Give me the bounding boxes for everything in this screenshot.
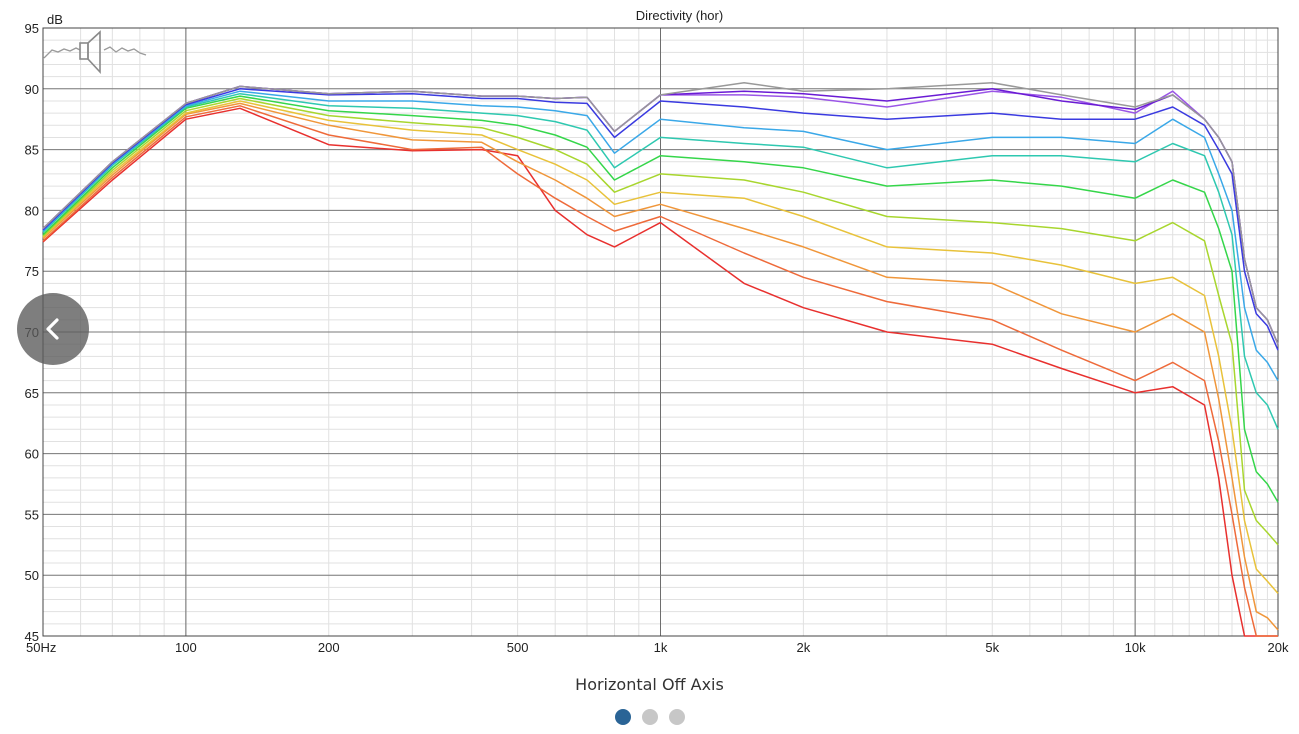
series-line bbox=[42, 88, 1279, 351]
chevron-left-icon bbox=[46, 318, 59, 340]
x-tick-label: 500 bbox=[507, 640, 529, 655]
x-tick-label: 5k bbox=[985, 640, 999, 655]
y-tick-label: 60 bbox=[25, 447, 39, 462]
page-dot-2[interactable] bbox=[641, 709, 658, 725]
series-line bbox=[42, 102, 1279, 631]
speaker-icon bbox=[43, 30, 147, 75]
series-line bbox=[42, 97, 1279, 546]
page-dot-1[interactable] bbox=[614, 709, 631, 725]
series-line bbox=[42, 107, 1278, 637]
series-line bbox=[42, 100, 1279, 594]
x-tick-label: 2k bbox=[797, 640, 811, 655]
chart-title: Directivity (hor) bbox=[636, 8, 723, 23]
y-tick-label: 45 bbox=[25, 629, 39, 644]
x-tick-label: 20k bbox=[1268, 640, 1289, 655]
chart-caption: Horizontal Off Axis bbox=[575, 675, 724, 694]
series-layer bbox=[42, 81, 1279, 637]
series-line bbox=[42, 90, 1279, 381]
y-tick-label: 65 bbox=[25, 386, 39, 401]
carousel-pagination bbox=[0, 709, 1299, 725]
series-line bbox=[42, 81, 1279, 345]
previous-slide-button[interactable] bbox=[17, 293, 89, 365]
page-dot-3[interactable] bbox=[668, 709, 685, 725]
x-tick-label: 1k bbox=[654, 640, 668, 655]
x-tick-label: 100 bbox=[175, 640, 197, 655]
y-tick-label: 80 bbox=[25, 203, 39, 218]
series-line bbox=[42, 92, 1279, 430]
directivity-chart: 455055606570758085909550Hz1002005001k2k5… bbox=[25, 8, 1289, 655]
x-tick-label: 200 bbox=[318, 640, 340, 655]
y-tick-label: 50 bbox=[25, 568, 39, 583]
y-tick-label: 90 bbox=[25, 82, 39, 97]
tick-layer: 455055606570758085909550Hz1002005001k2k5… bbox=[25, 21, 1289, 655]
y-axis-unit-label: dB bbox=[47, 12, 63, 27]
series-line bbox=[42, 105, 1278, 637]
series-line bbox=[42, 95, 1279, 503]
y-tick-label: 55 bbox=[25, 507, 39, 522]
y-tick-label: 75 bbox=[25, 264, 39, 279]
x-tick-label: 10k bbox=[1125, 640, 1146, 655]
y-tick-label: 95 bbox=[25, 21, 39, 36]
y-tick-label: 85 bbox=[25, 143, 39, 158]
x-tick-label: 50Hz bbox=[26, 640, 56, 655]
